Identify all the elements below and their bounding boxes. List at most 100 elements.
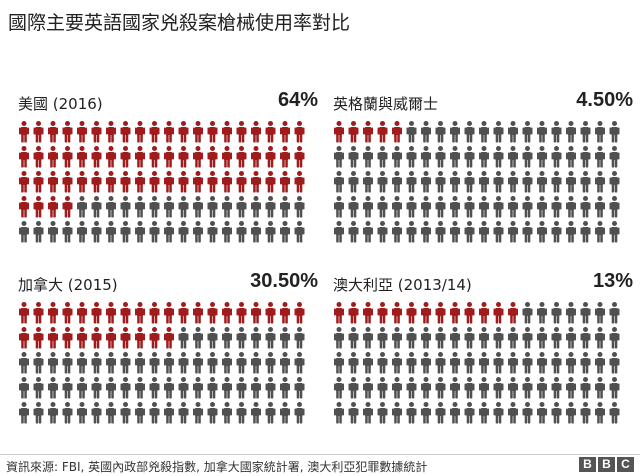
source-note: 資訊來源: FBI, 英國內政部兇殺指數, 加拿大國家統計署, 澳大利亞犯罪數據… xyxy=(6,460,428,474)
person-icon xyxy=(406,352,417,374)
person-icon xyxy=(450,302,460,324)
person-icon xyxy=(106,327,116,349)
person-icon xyxy=(222,302,232,324)
pictogram-grid-canada xyxy=(19,302,305,424)
person-icon xyxy=(33,352,44,374)
person-icon xyxy=(33,377,44,399)
person-icon xyxy=(522,121,533,143)
person-icon xyxy=(508,377,518,399)
person-icon xyxy=(33,327,44,349)
person-icon xyxy=(207,327,218,349)
person-icon xyxy=(91,121,102,143)
person-icon xyxy=(566,196,576,218)
person-icon xyxy=(91,171,102,193)
person-icon xyxy=(522,327,533,349)
person-icon xyxy=(19,327,29,349)
person-icon xyxy=(294,196,305,218)
person-icon xyxy=(464,402,475,424)
person-icon xyxy=(19,146,29,168)
person-icon xyxy=(595,146,605,168)
person-icon xyxy=(222,377,232,399)
person-icon xyxy=(62,146,73,168)
person-icon xyxy=(421,221,431,243)
person-icon xyxy=(33,146,44,168)
person-icon xyxy=(265,121,276,143)
person-icon xyxy=(236,221,247,243)
person-icon xyxy=(450,171,460,193)
person-icon xyxy=(450,221,460,243)
person-icon xyxy=(48,196,58,218)
person-icon xyxy=(580,402,591,424)
person-icon xyxy=(566,302,576,324)
person-icon xyxy=(91,327,102,349)
panel-value: 64% xyxy=(277,89,318,111)
person-icon xyxy=(207,146,218,168)
person-icon xyxy=(421,171,431,193)
person-icon xyxy=(222,146,232,168)
person-icon xyxy=(363,327,373,349)
person-icon xyxy=(566,352,576,374)
person-icon xyxy=(363,402,373,424)
person-icon xyxy=(435,302,446,324)
person-icon xyxy=(280,121,290,143)
person-icon xyxy=(450,146,460,168)
person-icon xyxy=(493,327,504,349)
person-icon xyxy=(537,146,547,168)
person-icon xyxy=(348,352,359,374)
person-icon xyxy=(265,221,276,243)
person-icon xyxy=(406,402,417,424)
person-icon xyxy=(294,121,305,143)
person-icon xyxy=(178,121,189,143)
person-icon xyxy=(508,171,518,193)
person-icon xyxy=(48,121,58,143)
person-icon xyxy=(406,146,417,168)
chart-title: 國際主要英語國家兇殺案槍械使用率對比 xyxy=(8,12,351,34)
person-icon xyxy=(265,171,276,193)
person-icon xyxy=(178,221,189,243)
person-icon xyxy=(135,302,145,324)
person-icon xyxy=(91,377,102,399)
person-icon xyxy=(406,121,417,143)
person-icon xyxy=(348,327,359,349)
person-icon xyxy=(377,146,388,168)
person-icon xyxy=(348,196,359,218)
person-icon xyxy=(135,377,145,399)
person-icon xyxy=(450,196,460,218)
person-icon xyxy=(580,121,591,143)
person-icon xyxy=(19,171,29,193)
person-icon xyxy=(334,221,344,243)
person-icon xyxy=(236,302,247,324)
person-icon xyxy=(164,377,174,399)
panel-label: 美國 (2016) xyxy=(18,95,103,113)
person-icon xyxy=(294,171,305,193)
person-icon xyxy=(251,221,261,243)
person-icon xyxy=(149,302,160,324)
person-icon xyxy=(178,196,189,218)
person-icon xyxy=(251,377,261,399)
person-icon xyxy=(377,402,388,424)
person-icon xyxy=(77,327,87,349)
person-icon xyxy=(207,171,218,193)
person-icon xyxy=(222,221,232,243)
person-icon xyxy=(294,352,305,374)
person-icon xyxy=(435,221,446,243)
person-icon xyxy=(566,402,576,424)
person-icon xyxy=(334,302,344,324)
person-icon xyxy=(537,377,547,399)
person-icon xyxy=(566,146,576,168)
person-icon xyxy=(363,121,373,143)
person-icon xyxy=(464,302,475,324)
person-icon xyxy=(19,196,29,218)
person-icon xyxy=(551,377,562,399)
pictogram-grid-england-wales xyxy=(334,121,620,243)
person-icon xyxy=(348,302,359,324)
person-icon xyxy=(580,327,591,349)
panel-value: 4.50% xyxy=(576,89,633,111)
person-icon xyxy=(178,327,189,349)
person-icon xyxy=(377,196,388,218)
person-icon xyxy=(348,146,359,168)
person-icon xyxy=(120,221,131,243)
person-icon xyxy=(106,402,116,424)
person-icon xyxy=(493,196,504,218)
person-icon xyxy=(48,171,58,193)
